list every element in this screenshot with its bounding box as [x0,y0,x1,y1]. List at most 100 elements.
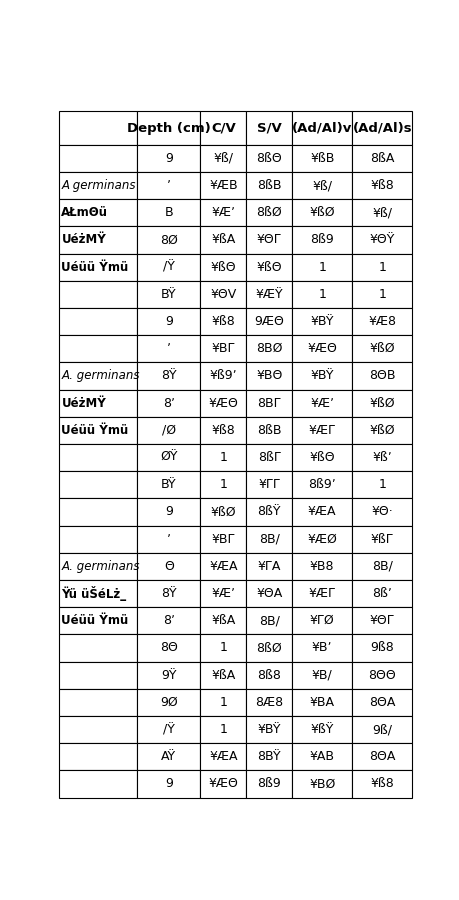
Text: UéżMŸ: UéżMŸ [62,397,106,410]
Bar [200,145,246,172]
Bar [137,471,200,499]
Text: 8ΘΒ: 8ΘΒ [368,369,395,382]
Bar [200,335,246,363]
Text: 8BΓ: 8BΓ [257,397,280,410]
Text: ¥ÆA: ¥ÆA [307,506,336,518]
Text: 9ß8: 9ß8 [369,642,393,654]
Bar [59,716,137,743]
Text: 8ʼ: 8ʼ [162,397,174,410]
Bar [246,471,291,499]
Bar [246,716,291,743]
Bar [246,444,291,471]
Text: Uéüü Ÿmü: Uéüü Ÿmü [62,261,129,274]
Bar [200,634,246,662]
Bar [59,743,137,770]
Bar [246,112,291,145]
Text: ¥ΘA: ¥ΘA [256,587,282,600]
Text: ¥ßA: ¥ßA [211,233,235,247]
Text: ¥ÆŸ: ¥ÆŸ [255,288,282,301]
Bar [291,499,352,526]
Bar [246,145,291,172]
Bar [137,308,200,335]
Text: ¥BŸ: ¥BŸ [310,369,333,382]
Bar [200,662,246,688]
Bar [291,335,352,363]
Bar [291,688,352,716]
Text: ¥ßʼ: ¥ßʼ [371,451,391,464]
Text: A. germinans: A. germinans [62,560,140,572]
Text: (Ad/Al)s: (Ad/Al)s [352,122,411,135]
Bar [246,770,291,797]
Bar [352,770,411,797]
Text: 8Ø: 8Ø [159,233,177,247]
Bar [137,281,200,308]
Text: 9: 9 [164,778,172,790]
Bar [291,363,352,390]
Text: 8ΘΘ: 8ΘΘ [368,669,395,681]
Bar [59,444,137,471]
Text: 8ßΓ: 8ßΓ [257,451,280,464]
Bar [246,172,291,199]
Bar [291,254,352,281]
Text: 1: 1 [377,478,385,491]
Text: A germinans: A germinans [62,179,135,192]
Text: 8ßΑ: 8ßΑ [369,152,393,165]
Bar [59,471,137,499]
Text: Θ: Θ [163,560,173,572]
Bar [59,526,137,553]
Text: 8Ÿ: 8Ÿ [161,369,176,382]
Bar [246,308,291,335]
Bar [246,526,291,553]
Text: ¥ßØ: ¥ßØ [369,342,394,356]
Text: 8B/: 8B/ [371,560,392,572]
Text: UéżMŸ: UéżMŸ [62,233,106,247]
Text: ¥AB: ¥AB [309,751,334,763]
Text: 1: 1 [377,261,385,274]
Bar [137,390,200,417]
Text: 8ßØ: 8ßØ [256,642,281,654]
Bar [200,716,246,743]
Bar [200,112,246,145]
Text: AŁmΘü: AŁmΘü [62,206,108,220]
Text: AŸ: AŸ [161,751,176,763]
Text: 8ß9ʼ: 8ß9ʼ [308,478,336,491]
Bar [352,199,411,226]
Text: ¥ßA: ¥ßA [211,614,235,627]
Text: ¥BΘ: ¥BΘ [256,369,282,382]
Text: ¥ßØ: ¥ßØ [369,397,394,410]
Text: ʼ: ʼ [166,179,170,192]
Bar [291,172,352,199]
Bar [352,662,411,688]
Text: Β: Β [164,206,173,220]
Text: ¥ÆA: ¥ÆA [209,751,237,763]
Bar [291,390,352,417]
Bar [59,688,137,716]
Text: (Ad/Al)v: (Ad/Al)v [291,122,352,135]
Bar [137,335,200,363]
Bar [246,608,291,634]
Bar [137,526,200,553]
Text: ¥Θ·: ¥Θ· [370,506,392,518]
Text: 8B/: 8B/ [258,614,279,627]
Bar [137,770,200,797]
Text: 1: 1 [219,478,227,491]
Text: 9: 9 [164,315,172,328]
Text: 8BŸ: 8BŸ [257,751,280,763]
Bar [200,254,246,281]
Bar [352,254,411,281]
Text: 8ßŸ: 8ßŸ [257,506,280,518]
Text: ¥BŸ: ¥BŸ [310,315,333,328]
Text: ¥BØ: ¥BØ [308,778,335,790]
Text: Uéüü Ÿmü: Uéüü Ÿmü [62,614,129,627]
Text: ¥Æʼ: ¥Æʼ [211,206,235,220]
Bar [352,716,411,743]
Text: ¥ßΘ: ¥ßΘ [309,451,334,464]
Bar [352,308,411,335]
Bar [59,281,137,308]
Bar [352,281,411,308]
Text: 8ßØ: 8ßØ [256,206,281,220]
Bar [291,444,352,471]
Bar [352,172,411,199]
Bar [137,112,200,145]
Bar [59,770,137,797]
